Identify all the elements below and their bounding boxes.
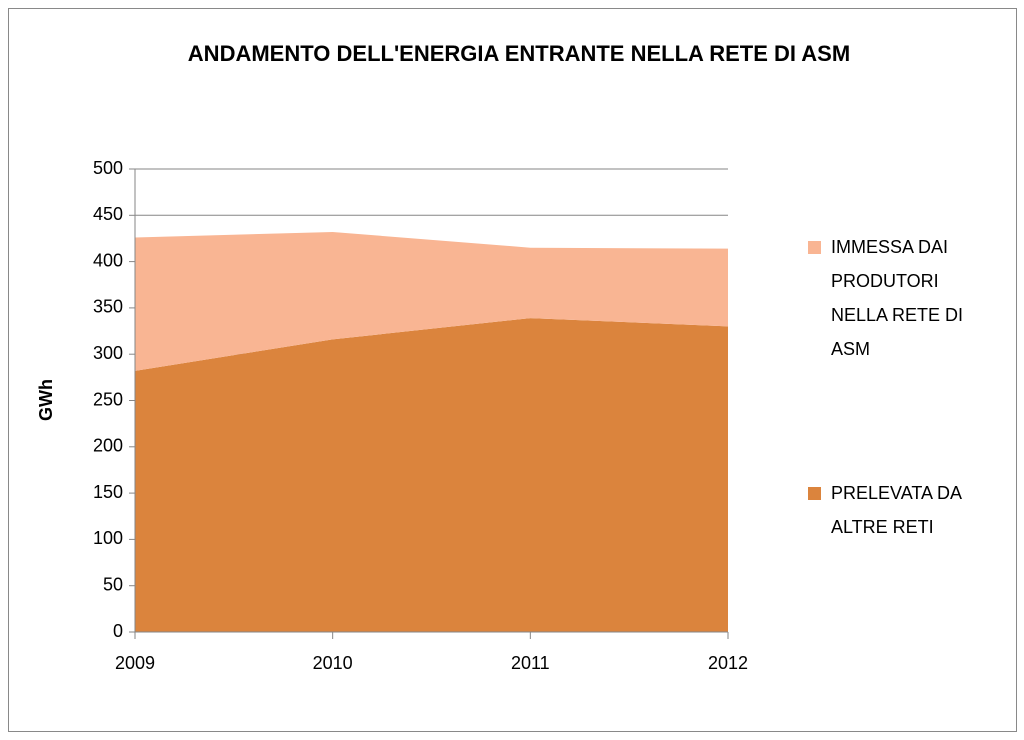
y-tick-label: 200 xyxy=(93,436,123,456)
y-tick-label: 0 xyxy=(113,621,123,641)
x-tick-label: 2011 xyxy=(511,653,550,673)
legend-swatch xyxy=(808,241,821,254)
x-tick-label: 2012 xyxy=(708,653,748,673)
x-tick-label: 2009 xyxy=(115,653,155,673)
y-tick-label: 300 xyxy=(93,343,123,363)
y-tick-label: 400 xyxy=(93,250,123,270)
y-tick-label: 150 xyxy=(93,482,123,502)
legend-label: PRELEVATA DA ALTRE RETI xyxy=(831,483,962,537)
legend-label: IMMESSA DAI PRODUTORI NELLA RETE DI ASM xyxy=(831,237,964,359)
y-tick-label: 450 xyxy=(93,204,123,224)
y-tick-label: 250 xyxy=(93,389,123,409)
legend-swatch xyxy=(808,487,821,500)
area xyxy=(135,231,728,371)
y-axis-label: GWh xyxy=(36,379,56,421)
y-tick-label: 500 xyxy=(93,158,123,178)
legend-item: PRELEVATA DA ALTRE RETI xyxy=(808,476,998,544)
x-tick-label: 2010 xyxy=(313,653,353,673)
legend-item: IMMESSA DAI PRODUTORI NELLA RETE DI ASM xyxy=(808,230,998,366)
y-tick-label: 350 xyxy=(93,297,123,317)
y-tick-label: 100 xyxy=(93,528,123,548)
area xyxy=(135,318,728,632)
chart-title: ANDAMENTO DELL'ENERGIA ENTRANTE NELLA RE… xyxy=(188,41,850,66)
y-tick-label: 50 xyxy=(103,574,123,594)
